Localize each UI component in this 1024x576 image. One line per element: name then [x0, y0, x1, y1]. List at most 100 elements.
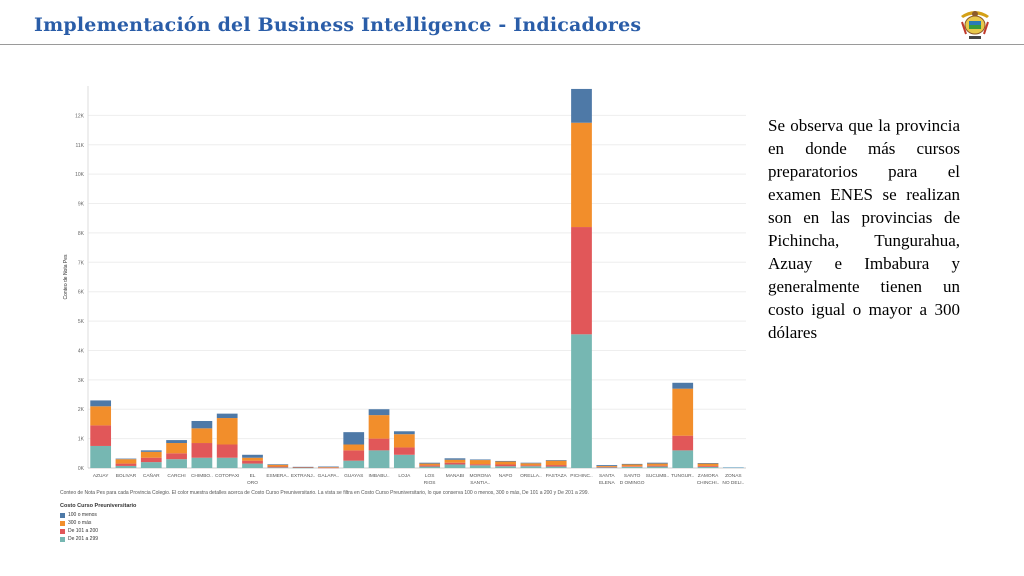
x-tick-label: SANTA ELENA: [599, 473, 616, 486]
title-divider: [0, 44, 1024, 45]
y-tick-label: 3K: [78, 378, 85, 384]
x-tick-label: MANABI: [446, 473, 464, 479]
bar-segment: [621, 463, 643, 465]
y-tick-label: 7K: [78, 260, 85, 266]
bar-segment: [115, 459, 137, 464]
bar-segment: [343, 444, 365, 451]
bar-segment: [469, 460, 491, 465]
y-tick-label: 11K: [75, 143, 84, 149]
legend-swatch: [60, 520, 65, 526]
bar-segment: [520, 463, 542, 466]
bar-segment: [191, 420, 213, 429]
bar-segment: [621, 466, 643, 467]
bar-segment: [469, 465, 491, 468]
bar-segment: [166, 443, 187, 454]
bar-segment: [545, 460, 567, 466]
bar-segment: [571, 88, 592, 123]
bar-segment: [571, 122, 592, 228]
x-tick-label: ZAMORA CHINCHI..: [697, 473, 720, 486]
legend-label: De 101 a 200: [68, 528, 99, 534]
bar-segment: [267, 467, 289, 468]
bar-segment: [115, 463, 137, 466]
bar-segment: [292, 467, 314, 468]
chart-legend: Costo Curso Preuniversitario 100 o menos…: [60, 503, 136, 543]
bar-segment: [647, 462, 668, 464]
coat-of-arms-logo: [961, 11, 989, 39]
bar-segment: [140, 457, 162, 463]
x-tick-label: EL ORO: [247, 473, 258, 486]
bar-segment: [115, 458, 137, 460]
x-tick-label: IMBABU..: [369, 473, 390, 479]
bar-segment: [520, 465, 542, 467]
chart-description: Se observa que la provincia en donde más…: [768, 116, 960, 342]
y-tick-label: 2K: [78, 407, 85, 413]
legend-item: De 201 a 299: [60, 535, 136, 543]
x-tick-label: PICHINC..: [570, 473, 592, 479]
bar-segment: [393, 447, 415, 455]
x-tick-label: MORONA SANTIA..: [469, 473, 491, 486]
bar-segment: [697, 463, 719, 466]
bar-segment: [444, 458, 466, 460]
bar-segment: [292, 466, 314, 468]
bar-segment: [267, 464, 289, 467]
bar-segment: [444, 459, 466, 463]
legend-items: 100 o menos 300 o más De 101 a 200 De 201 a…: [60, 511, 136, 543]
x-tick-label: ESMERA..: [266, 473, 289, 479]
bar-segment: [419, 465, 441, 467]
bar-segment: [495, 466, 516, 468]
bar-segment: [672, 450, 694, 468]
bar-segment: [191, 457, 213, 468]
x-tick-label: GALAPA..: [318, 473, 340, 479]
bar-segment: [393, 454, 415, 468]
legend-item: De 101 a 200: [60, 527, 136, 535]
x-tick-label: COTOPAXI: [215, 473, 239, 479]
bar-segment: [571, 334, 592, 468]
bar-segment: [697, 465, 719, 467]
y-tick-label: 6K: [78, 290, 85, 296]
bar-segment: [292, 467, 314, 469]
bar-segment: [444, 464, 466, 468]
bar-segment: [621, 466, 643, 468]
x-tick-label: PASTAZA: [546, 473, 568, 479]
bar-segment: [596, 465, 618, 467]
x-tick-label: TUNGUR..: [671, 473, 694, 479]
bar-segment: [419, 466, 441, 468]
bar-segment: [191, 428, 213, 444]
bar-segment: [267, 464, 289, 465]
legend-swatch: [60, 536, 65, 542]
x-tick-label: EXTRANJ..: [291, 473, 316, 479]
bar-segment: [368, 409, 390, 416]
x-tick-label: ZONAS NO DELI..: [722, 473, 744, 486]
bar-segment: [242, 460, 263, 464]
bar-segment: [393, 431, 415, 435]
y-tick-label: 10K: [75, 172, 85, 178]
y-tick-label: 0K: [78, 466, 85, 472]
x-tick-label: BOLIVAR: [116, 473, 137, 479]
bar-segment: [368, 415, 390, 439]
x-tick-label: ORELLA..: [520, 473, 542, 479]
bar-segment: [242, 454, 263, 458]
x-tick-label: CHIMBO..: [191, 473, 213, 479]
bar-segment: [520, 466, 542, 468]
bar-segment: [343, 450, 365, 461]
bar-segment: [419, 462, 441, 464]
bar-segment: [368, 438, 390, 451]
bar-segment: [343, 432, 365, 445]
bar-segment: [520, 462, 542, 464]
bar-segment: [596, 467, 618, 468]
bar-segment: [267, 466, 289, 468]
x-tick-label: CAÑAR: [143, 472, 160, 479]
bar-segment: [469, 464, 491, 466]
bar-segment: [469, 459, 491, 461]
y-tick-label: 4K: [78, 348, 85, 354]
bar-segment: [166, 453, 187, 460]
bar-segment: [216, 457, 238, 468]
bar-segment: [722, 467, 744, 468]
bar-segment: [672, 382, 694, 389]
bar-segment: [242, 457, 263, 461]
x-tick-label: NAPO: [499, 473, 513, 479]
x-tick-label: LOS RIOS: [424, 473, 436, 486]
y-tick-label: 1K: [78, 437, 85, 443]
bar-segment: [621, 464, 643, 467]
x-tick-label: AZUAY: [93, 473, 109, 479]
